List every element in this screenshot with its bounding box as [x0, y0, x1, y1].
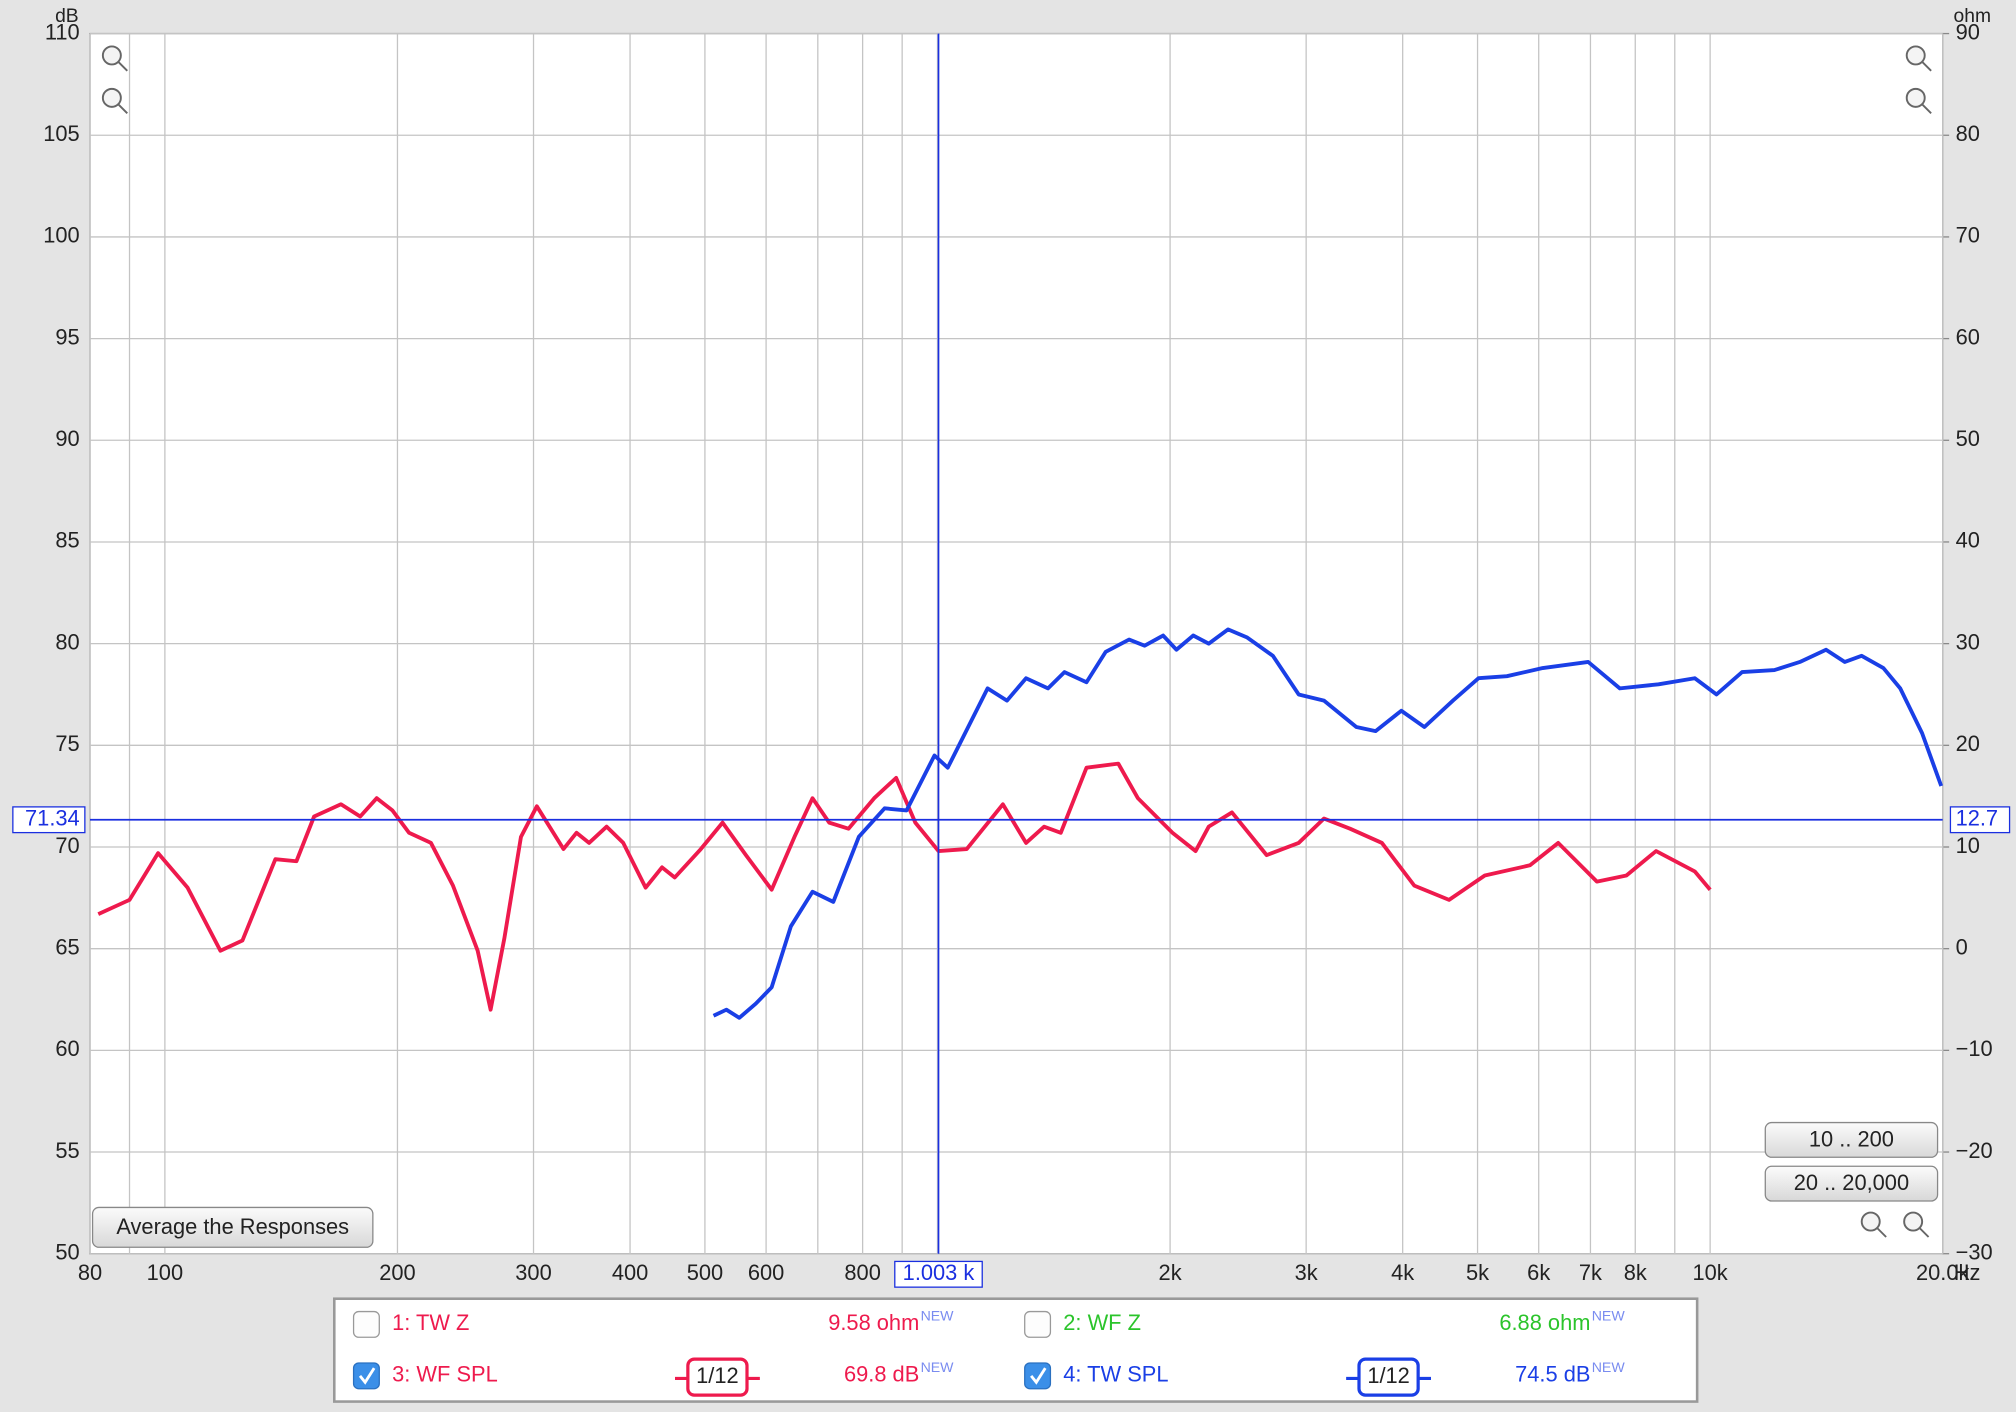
y-tick-label: 100 — [43, 223, 79, 248]
legend-panel — [333, 1297, 1699, 1403]
legend-label[interactable]: 3: WF SPL — [392, 1362, 498, 1387]
x-tick-label: 6k — [1527, 1260, 1550, 1285]
cursor-x-label-box — [894, 1260, 983, 1288]
cursor-y2-label: 12.7 — [1956, 806, 1999, 831]
checkbox[interactable] — [352, 1310, 380, 1338]
cursor-y2-label-box — [1949, 806, 2011, 834]
x-tick-label: 400 — [612, 1260, 648, 1285]
legend-label[interactable]: 4: TW SPL — [1063, 1362, 1168, 1387]
y-tick-label: 110 — [45, 19, 80, 44]
y2-tick-label: −20 — [1956, 1138, 1993, 1163]
y2-axis-unit: ohm — [1954, 6, 1991, 27]
cursor-y-label: 71.34 — [25, 806, 80, 831]
x-tick-label: 80 — [78, 1260, 102, 1285]
x-tick-label: 7k — [1579, 1260, 1602, 1285]
checkbox[interactable] — [1024, 1310, 1052, 1338]
cursor-x-label: 1.003 k — [903, 1260, 975, 1285]
y-tick-label: 75 — [55, 731, 79, 756]
x-tick-label: 200 — [379, 1260, 415, 1285]
y-axis-unit: dB — [55, 6, 79, 27]
y-tick-label: 70 — [55, 833, 79, 858]
y2-tick-label: 0 — [1956, 934, 1968, 959]
legend-readout: 69.8 dB — [844, 1362, 919, 1387]
grid: 50 55 60 65 70 75 80 85 90 95 100 105 110 −30 −20 −10 0 1… — [12, 19, 2011, 1288]
legend-badge: NEW — [1592, 1307, 1626, 1323]
legend-badge: NEW — [921, 1359, 955, 1375]
y2-tick-label: 20 — [1956, 731, 1980, 756]
x-tick-label: 100 — [147, 1260, 183, 1285]
button-label[interactable]: 10 .. 200 — [1809, 1126, 1894, 1151]
legend-readout: 74.5 dB — [1515, 1362, 1590, 1387]
y-tick-label: 50 — [55, 1239, 79, 1264]
checkbox[interactable] — [352, 1362, 380, 1390]
x-tick-label: 8k — [1624, 1260, 1647, 1285]
legend-badge: NEW — [1592, 1359, 1626, 1375]
cursor-y-label-box — [12, 806, 86, 834]
checkmark[interactable] — [1030, 1367, 1047, 1385]
x-tick-label: 800 — [844, 1260, 880, 1285]
x-tick-label: 20.0k — [1916, 1260, 1970, 1285]
legend-readout: 9.58 ohm — [828, 1310, 919, 1335]
x-axis-unit: Hz — [1954, 1260, 1981, 1285]
y2-tick-label: 50 — [1956, 426, 1980, 451]
y-tick-label: 90 — [55, 426, 79, 451]
smoothing-badge[interactable] — [686, 1357, 749, 1397]
average-button[interactable]: Average the Responses — [91, 1206, 374, 1248]
x-tick-label: 10k — [1693, 1260, 1728, 1285]
y-tick-label: 55 — [55, 1138, 79, 1163]
y2-tick-label: 60 — [1956, 324, 1980, 349]
series-line — [97, 761, 1712, 1012]
range-button[interactable]: 10 .. 200 — [1764, 1121, 1939, 1158]
legend-badge: NEW — [921, 1307, 955, 1323]
y2-tick-label: −10 — [1956, 1036, 1993, 1061]
range-button[interactable]: 20 .. 20,000 — [1764, 1165, 1939, 1202]
zoom-icons[interactable] — [101, 45, 1932, 1238]
y-tick-label: 95 — [55, 324, 79, 349]
y2-tick-label: 30 — [1956, 629, 1980, 654]
checkmark[interactable] — [358, 1367, 376, 1385]
smoothing-label[interactable]: 1/12 — [1367, 1363, 1410, 1388]
x-tick-label: 500 — [687, 1260, 723, 1285]
y-tick-label: 80 — [55, 629, 79, 654]
legend-label[interactable]: 2: WF Z — [1063, 1310, 1141, 1335]
y-tick-label: 85 — [55, 528, 79, 553]
y-tick-label: 65 — [55, 934, 79, 959]
y2-tick-label: 10 — [1956, 833, 1980, 858]
data — [90, 33, 1944, 1254]
y2-tick-label: 70 — [1956, 223, 1980, 248]
x-tick-label: 3k — [1295, 1260, 1318, 1285]
smoothing-label[interactable]: 1/12 — [696, 1363, 739, 1388]
y-tick-label: 105 — [43, 121, 79, 146]
series-line — [712, 627, 1944, 1020]
y2-tick-label: −30 — [1956, 1239, 1993, 1264]
x-tick-label: 4k — [1391, 1260, 1414, 1285]
x-tick-label: 300 — [515, 1260, 551, 1285]
button-label[interactable]: 20 .. 20,000 — [1794, 1170, 1909, 1195]
y2-tick-label: 40 — [1956, 528, 1980, 553]
legend-label[interactable]: 1: TW Z — [392, 1310, 469, 1335]
y2-tick-label: 90 — [1956, 19, 1980, 44]
x-tick-label: 2k — [1159, 1260, 1182, 1285]
y-tick-label: 60 — [55, 1036, 79, 1061]
x-tick-label: 600 — [748, 1260, 784, 1285]
checkbox[interactable] — [1024, 1362, 1052, 1390]
x-tick-label: 5k — [1466, 1260, 1489, 1285]
legend-readout: 6.88 ohm — [1499, 1310, 1590, 1335]
button-label[interactable]: Average the Responses — [116, 1214, 349, 1239]
y2-tick-label: 80 — [1956, 121, 1980, 146]
smoothing-badge[interactable] — [1357, 1357, 1420, 1397]
